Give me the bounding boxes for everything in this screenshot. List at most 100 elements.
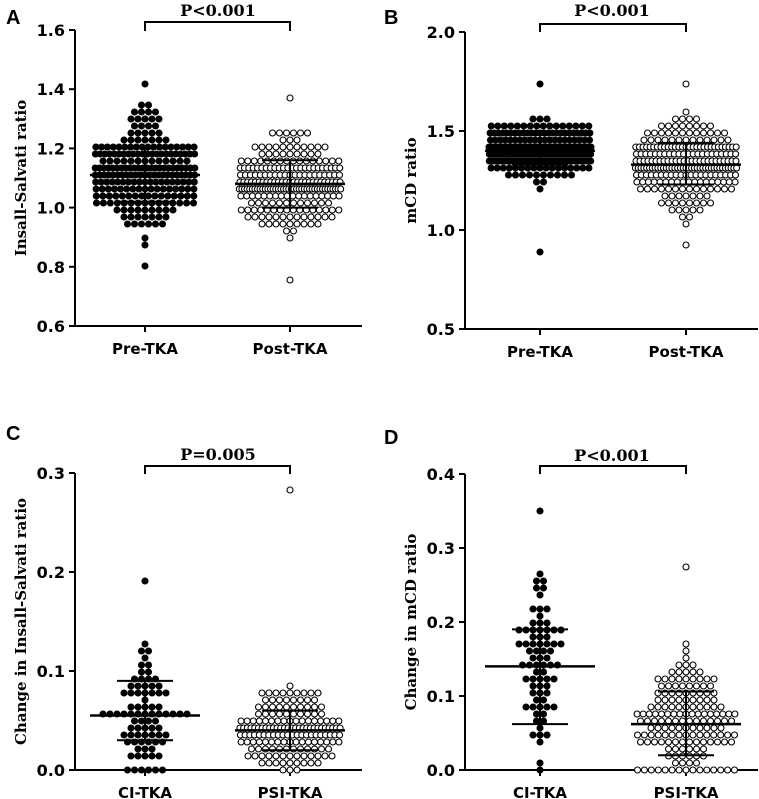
data-point: [710, 675, 718, 683]
data-point: [92, 199, 101, 207]
data-point: [513, 122, 521, 130]
data-point: [650, 178, 658, 186]
data-point: [148, 157, 156, 165]
data-point: [141, 745, 149, 753]
data-point: [324, 192, 332, 200]
data-point: [268, 696, 277, 704]
series-CI-TKA: [90, 577, 200, 774]
y-tick-label: 1.4: [37, 80, 65, 99]
y-tick-label: 0.2: [427, 613, 455, 632]
data-point: [162, 206, 170, 214]
data-point: [640, 731, 648, 739]
y-tick-label: 0.5: [427, 320, 455, 339]
data-point: [678, 745, 687, 753]
y-tick-label: 0.2: [37, 563, 65, 582]
data-point: [689, 661, 697, 669]
data-point: [148, 682, 156, 690]
data-point: [585, 164, 593, 172]
data-point: [546, 647, 555, 655]
y-axis-label: Insall-Salvati ratio: [12, 100, 30, 257]
y-axis-label: Change in Insall-Salvati ratio: [12, 498, 30, 745]
data-point: [310, 717, 319, 725]
data-point: [317, 199, 326, 207]
data-point: [282, 696, 291, 704]
data-point: [137, 766, 146, 774]
data-point: [134, 136, 142, 144]
data-point: [123, 185, 131, 193]
data-point: [137, 108, 146, 116]
data-point: [328, 213, 336, 221]
data-point: [337, 185, 345, 193]
data-point: [300, 759, 308, 767]
data-point: [560, 164, 569, 172]
data-point: [282, 703, 291, 711]
data-point: [254, 703, 263, 711]
data-point: [162, 689, 170, 697]
p-value-label: P=0.005: [180, 445, 256, 464]
data-point: [675, 206, 683, 214]
data-point: [682, 192, 690, 200]
data-point: [494, 122, 502, 130]
data-point: [148, 689, 156, 697]
data-point: [694, 710, 702, 718]
data-point: [274, 717, 282, 725]
data-point: [661, 192, 669, 200]
data-point: [689, 192, 697, 200]
data-point: [279, 143, 287, 151]
y-tick-label: 0.1: [427, 687, 455, 706]
data-point: [120, 157, 128, 165]
data-point: [155, 213, 163, 221]
data-point: [657, 199, 666, 207]
data-point: [286, 689, 294, 697]
data-point: [529, 654, 537, 662]
data-point: [668, 668, 676, 676]
data-point: [243, 717, 251, 725]
data-point: [314, 150, 322, 158]
data-point: [144, 108, 153, 116]
data-point: [244, 752, 252, 760]
data-point: [292, 717, 300, 725]
data-point: [298, 738, 306, 746]
data-point: [286, 759, 294, 767]
data-point: [258, 143, 266, 151]
data-point: [657, 738, 666, 746]
data-point: [529, 731, 537, 739]
data-point: [134, 731, 142, 739]
data-point: [710, 696, 718, 704]
data-point: [292, 738, 300, 746]
data-point: [706, 122, 715, 130]
data-point: [682, 675, 690, 683]
data-point: [137, 647, 146, 655]
data-point: [155, 689, 163, 697]
data-point: [137, 717, 146, 725]
data-point: [529, 682, 537, 690]
data-point: [296, 696, 305, 704]
data-point: [286, 213, 294, 221]
data-point: [650, 738, 659, 746]
data-point: [141, 752, 149, 760]
data-point: [640, 136, 648, 144]
data-point: [661, 675, 669, 683]
data-point: [155, 752, 163, 760]
data-point: [279, 759, 287, 767]
data-point: [682, 563, 690, 571]
data-point: [268, 129, 277, 137]
data-point: [724, 766, 732, 774]
data-point: [685, 185, 694, 193]
data-point: [141, 213, 149, 221]
data-point: [633, 731, 642, 739]
data-point: [493, 164, 501, 172]
panel-letter: C: [6, 423, 20, 445]
data-point: [137, 101, 146, 109]
data-point: [706, 185, 715, 193]
data-point: [520, 122, 528, 130]
data-point: [499, 164, 507, 172]
data-point: [179, 143, 187, 151]
data-point: [189, 199, 198, 207]
data-point: [310, 199, 319, 207]
data-point: [247, 199, 256, 207]
data-point: [324, 199, 333, 207]
data-point: [717, 731, 725, 739]
data-point: [144, 661, 153, 669]
data-point: [714, 178, 722, 186]
